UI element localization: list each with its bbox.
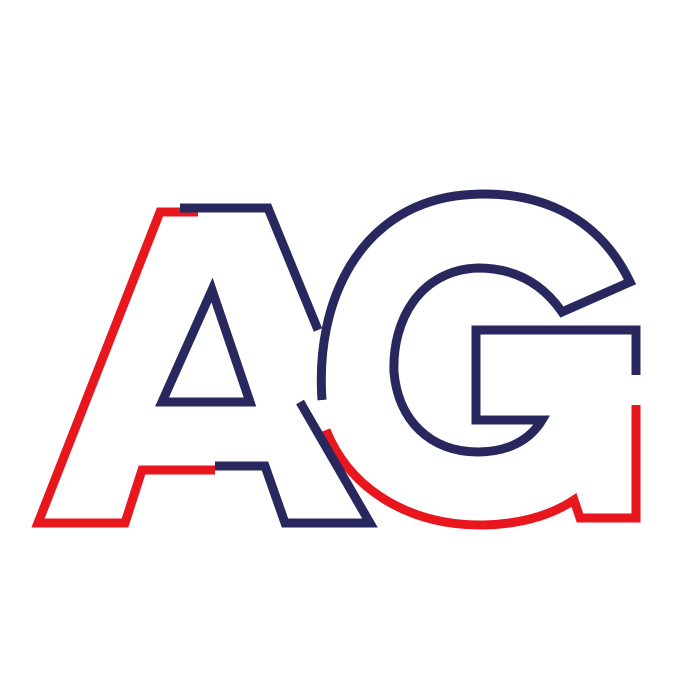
letter-a (31, 203, 378, 528)
letter-a-red-outline (31, 207, 215, 528)
letter-a-counter (155, 277, 257, 407)
letter-a-navy-right-leg (215, 399, 378, 528)
letter-a-navy-outline (180, 203, 323, 332)
letter-g (316, 189, 641, 530)
letter-g-navy-outline (316, 189, 641, 457)
letter-g-red-outline (321, 405, 641, 530)
